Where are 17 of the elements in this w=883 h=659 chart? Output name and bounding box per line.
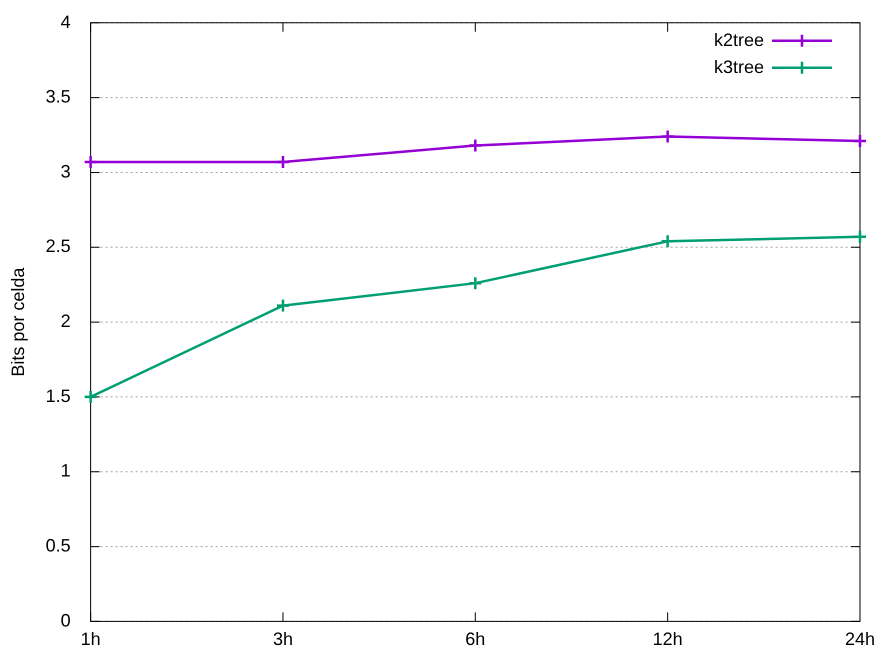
x-tick-label: 6h (465, 629, 486, 650)
x-tick-label: 12h (652, 629, 683, 650)
y-tick-label: 3 (60, 161, 71, 182)
y-tick-label: 3.5 (46, 86, 71, 107)
y-axis-title: Bits por celda (8, 266, 28, 377)
y-tick-label: 2 (60, 311, 71, 332)
y-tick-label: 0.5 (46, 536, 71, 556)
legend-label: k3tree (714, 56, 764, 77)
x-tick-label: 24h (844, 629, 876, 650)
y-tick-label: 4 (60, 12, 71, 32)
y-tick-label: 1 (60, 460, 71, 481)
y-tick-label: 2.5 (46, 236, 71, 256)
y-tick-label: 0 (60, 610, 71, 630)
y-tick-label: 1.5 (46, 386, 71, 406)
x-tick-label: 3h (272, 629, 293, 650)
x-tick-label: 1h (80, 629, 101, 650)
legend-label: k2tree (714, 30, 764, 50)
